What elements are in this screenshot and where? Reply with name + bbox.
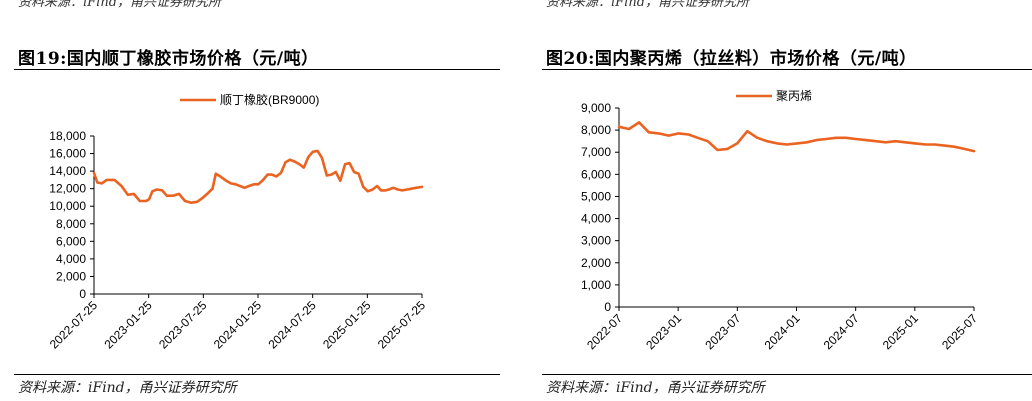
y-tick-label: 8,000 xyxy=(56,217,86,231)
figure-title: 图19:国内顺丁橡胶市场价格（元/吨） xyxy=(18,49,319,69)
source-note: 资料来源：iFind，甬兴证券研究所 xyxy=(18,380,237,396)
x-tick-label: 2023-01 xyxy=(643,311,684,352)
x-tick-label: 2025-07 xyxy=(939,311,980,352)
y-tick-label: 3,000 xyxy=(581,234,611,248)
x-tick-label: 2024-01 xyxy=(762,311,803,352)
source-rule xyxy=(14,374,500,375)
x-tick-label: 2025-01 xyxy=(880,311,921,352)
x-tick-label: 2024-07-25 xyxy=(265,298,319,352)
x-tick-label: 2024-01-25 xyxy=(211,298,265,352)
y-tick-label: 2,000 xyxy=(581,256,611,270)
y-tick-label: 4,000 xyxy=(56,252,86,266)
x-tick-label: 2023-07 xyxy=(702,311,743,352)
x-tick-label: 2025-01-25 xyxy=(320,298,374,352)
y-tick-label: 4,000 xyxy=(581,212,611,226)
y-tick-label: 18,000 xyxy=(49,129,86,143)
series-line xyxy=(92,149,424,204)
y-tick-label: 1,000 xyxy=(581,278,611,292)
x-tick-label: 2022-07 xyxy=(584,311,625,352)
x-tick-label: 2023-07-25 xyxy=(156,298,210,352)
x-tick-label: 2022-07-25 xyxy=(47,298,101,352)
panel-left: 资料来源：iFind，甬兴证券研究所 图19:国内顺丁橡胶市场价格（元/吨） 0… xyxy=(0,0,500,401)
y-tick-label: 12,000 xyxy=(49,182,86,196)
title-rule xyxy=(14,69,500,70)
panel-right: 资料来源：iFind，甬兴证券研究所 图20:国内聚丙烯（拉丝料）市场价格（元/… xyxy=(528,0,1032,401)
y-tick-label: 0 xyxy=(79,287,86,301)
top-source-note: 资料来源：iFind，甬兴证券研究所 xyxy=(546,0,750,10)
y-tick-label: 7,000 xyxy=(581,145,611,159)
x-tick-label: 2025-07-25 xyxy=(375,298,429,352)
source-rule xyxy=(542,374,1032,375)
title-rule xyxy=(542,69,1032,70)
legend-label: 聚丙烯 xyxy=(776,89,812,103)
y-tick-label: 6,000 xyxy=(56,234,86,248)
chart-polypropylene: 0 1,000 2,000 3,000 4,000 5,000 6,000 7,000 8,00… xyxy=(581,89,980,352)
y-tick-label: 8,000 xyxy=(581,123,611,137)
y-tick-label: 10,000 xyxy=(49,199,86,213)
y-tick-label: 2,000 xyxy=(56,269,86,283)
legend-label: 顺丁橡胶(BR9000) xyxy=(220,92,319,107)
top-source-note: 资料来源：iFind，甬兴证券研究所 xyxy=(18,0,222,10)
figure-title: 图20:国内聚丙烯（拉丝料）市场价格（元/吨） xyxy=(546,49,917,69)
y-tick-label: 6,000 xyxy=(581,167,611,181)
series-line xyxy=(617,121,976,153)
x-tick-label: 2024-07 xyxy=(821,311,862,352)
y-tick-label: 14,000 xyxy=(49,164,86,178)
x-tick-label: 2023-01-25 xyxy=(101,298,155,352)
y-tick-label: 0 xyxy=(604,300,611,314)
y-tick-label: 16,000 xyxy=(49,147,86,161)
chart-rubber: 0 2,000 4,000 6,000 8,000 10,000 12,000 14,000 1… xyxy=(47,92,429,352)
y-tick-label: 9,000 xyxy=(581,101,611,115)
y-tick-label: 5,000 xyxy=(581,189,611,203)
source-note: 资料来源：iFind，甬兴证券研究所 xyxy=(546,380,765,396)
